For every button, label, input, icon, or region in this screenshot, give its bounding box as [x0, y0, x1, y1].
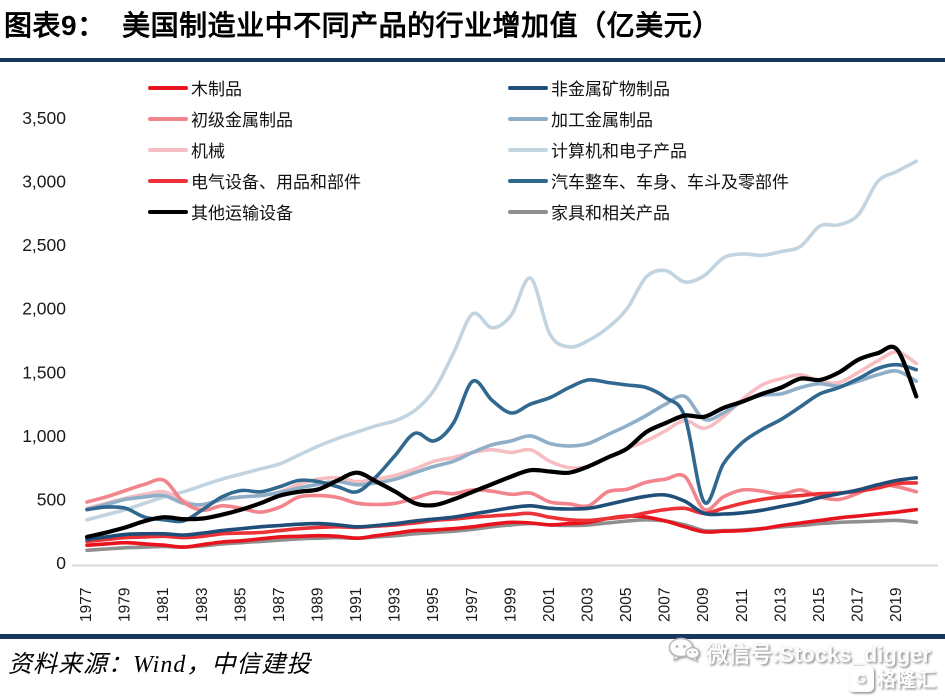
y-tick-label: 2,000	[22, 299, 66, 319]
legend-swatch	[508, 178, 548, 183]
bottom-divider	[0, 634, 945, 639]
legend-label: 初级金属制品	[191, 111, 293, 130]
x-tick-label: 2007	[657, 588, 674, 622]
legend-swatch	[508, 85, 548, 90]
legend-item: 家具和相关产品	[508, 196, 789, 227]
legend-label: 加工金属制品	[551, 111, 653, 130]
series-line-计算机和电子产品	[85, 159, 919, 522]
x-tick-label: 1977	[78, 588, 95, 622]
legend-item: 初级金属制品	[148, 103, 361, 134]
legend-swatch	[508, 116, 548, 121]
legend-item: 计算机和电子产品	[508, 134, 789, 165]
gelonghui-badge-icon: G	[847, 665, 874, 692]
legend-item: 非金属矿物制品	[508, 72, 789, 103]
x-tick-label: 2015	[811, 588, 828, 622]
x-tick-label: 2001	[541, 588, 558, 622]
x-tick-label: 1985	[232, 588, 249, 622]
x-tick-label: 2019	[888, 588, 905, 622]
legend-swatch	[148, 147, 188, 152]
line-chart: 0 500 1,000 1,500 2,000 2,500 3,000 3,500 1977 19…	[22, 108, 938, 622]
gelonghui-logo-text: 格隆汇	[876, 670, 937, 691]
x-tick-label: 1989	[310, 588, 327, 622]
legend-label: 非金属矿物制品	[551, 80, 670, 99]
y-tick-label: 1,000	[22, 426, 66, 446]
legend-item: 木制品	[148, 72, 361, 103]
series-line-非金属矿物制品	[85, 476, 919, 542]
legend-column-left: 木制品初级金属制品 机械电气设备、用品和部件 其他运输设备	[148, 72, 361, 227]
series-line-木制品	[85, 507, 919, 549]
series-line-机械	[85, 350, 919, 511]
x-tick-label: 2003	[580, 588, 597, 622]
legend-swatch	[508, 147, 548, 152]
x-tick-label: 1991	[348, 588, 365, 622]
wechat-watermark: 微信号:Stocks_digger	[668, 637, 931, 669]
series-line-其他运输设备	[84, 344, 919, 539]
legend-item: 汽车整车、车身、车斗及零部件	[508, 165, 789, 196]
legend-swatch	[508, 209, 548, 214]
legend-label: 其他运输设备	[191, 204, 293, 223]
x-tick-label: 1983	[194, 588, 211, 622]
x-tick-label: 2009	[695, 588, 712, 622]
legend-item: 电气设备、用品和部件	[148, 165, 361, 196]
y-tick-label: 1,500	[22, 362, 66, 382]
legend-item: 加工金属制品	[508, 103, 789, 134]
y-tick-label: 2,500	[22, 235, 66, 255]
x-tick-label: 1999	[502, 588, 519, 622]
x-tick-label: 1997	[464, 588, 481, 622]
x-tick-label: 2005	[618, 588, 635, 622]
x-tick-label: 1993	[387, 588, 404, 622]
legend-swatch	[148, 178, 188, 183]
x-tick-label: 1995	[425, 588, 442, 622]
y-tick-label: 500	[37, 489, 66, 509]
wechat-id-label: 微信号:Stocks_digger	[706, 642, 931, 667]
legend-item: 机械	[148, 134, 361, 165]
legend-swatch	[148, 85, 188, 90]
legend-label: 木制品	[191, 80, 242, 99]
source-note: 资料来源：Wind，中信建投	[8, 652, 312, 678]
legend-label: 机械	[191, 142, 225, 161]
gelonghui-logo: G 格隆汇	[847, 665, 937, 692]
x-tick-label: 2011	[734, 589, 751, 622]
legend-label: 家具和相关产品	[551, 204, 670, 223]
x-tick-label: 2013	[772, 588, 789, 622]
series-line-电气设备、用品和部件	[85, 481, 919, 544]
top-divider	[0, 58, 945, 62]
legend-swatch	[148, 116, 188, 121]
y-tick-label: 3,500	[22, 108, 66, 128]
series-line-初级金属制品	[85, 472, 919, 514]
legend-label: 计算机和电子产品	[551, 142, 687, 161]
page-title: 图表9： 美国制造业中不同产品的行业增加值（亿美元）	[4, 10, 721, 41]
wechat-icon	[668, 637, 700, 669]
legend-column-right: 非金属矿物制品 加工金属制品计算机和电子产品汽车整车、车身、车斗及零部件 家具和相关…	[508, 72, 789, 227]
legend-swatch	[148, 209, 188, 214]
x-tick-label: 1987	[271, 588, 288, 622]
x-tick-label: 1979	[117, 588, 134, 622]
legend-label: 电气设备、用品和部件	[191, 173, 361, 192]
series-line-汽车整车、车身、车斗及零部件	[85, 362, 919, 524]
legend-label: 汽车整车、车身、车斗及零部件	[551, 173, 789, 192]
y-tick-label: 0	[56, 553, 66, 573]
y-tick-label: 3,000	[22, 172, 66, 192]
x-tick-label: 2017	[850, 588, 867, 622]
x-tick-label: 1981	[155, 588, 172, 622]
series-line-加工金属制品	[85, 369, 919, 512]
legend-item: 其他运输设备	[148, 196, 361, 227]
